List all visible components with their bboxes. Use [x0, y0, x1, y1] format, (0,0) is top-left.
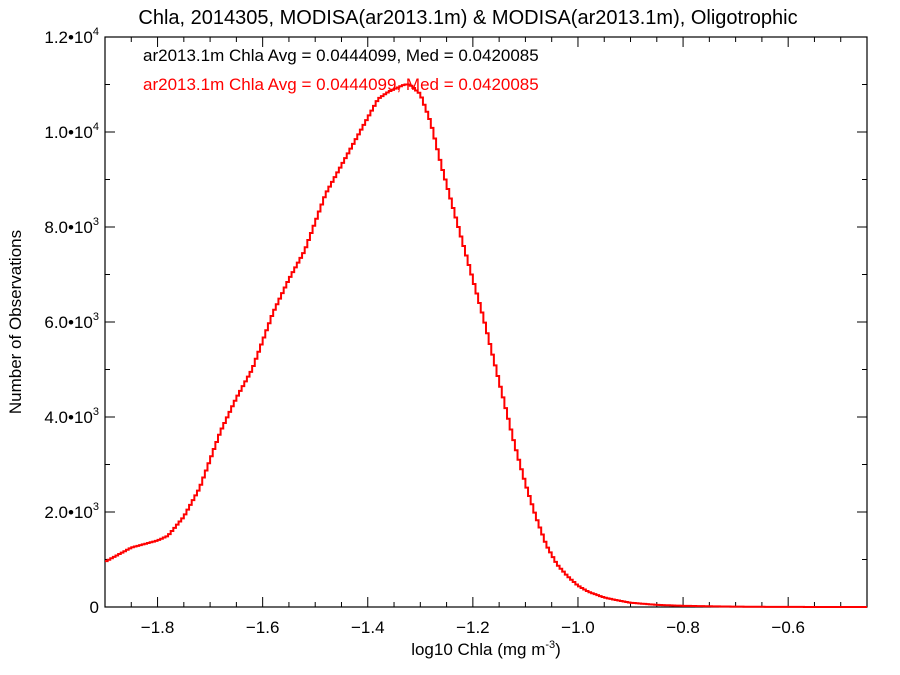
y-tick-label: 1.0•104 — [44, 121, 99, 142]
y-axis-label: Number of Observations — [6, 230, 25, 414]
y-tick-mantissa: 8.0•10 — [44, 218, 93, 237]
y-tick-label: 1.2•104 — [44, 26, 99, 47]
x-axis-label-sup: -3 — [545, 639, 555, 651]
x-axis-label-close: ) — [555, 640, 561, 659]
y-tick-exponent: 3 — [93, 216, 99, 228]
y-tick-label: 2.0•103 — [44, 501, 99, 522]
x-tick-label: −1.4 — [351, 618, 385, 637]
y-tick-mantissa: 4.0•10 — [44, 408, 93, 427]
y-axis: 02.0•1034.0•1036.0•1038.0•1031.0•1041.2•… — [44, 26, 867, 617]
x-tick-label: −1.6 — [246, 618, 280, 637]
y-tick-label: 4.0•103 — [44, 406, 99, 427]
y-tick-mantissa: 1.2•10 — [44, 28, 93, 47]
y-tick-label: 8.0•103 — [44, 216, 99, 237]
x-tick-label: −1.0 — [561, 618, 595, 637]
y-tick-exponent: 3 — [93, 311, 99, 323]
y-tick-exponent: 3 — [93, 501, 99, 513]
y-tick-mantissa: 0 — [90, 598, 99, 617]
y-tick-mantissa: 1.0•10 — [44, 123, 93, 142]
y-tick-exponent: 4 — [93, 121, 99, 133]
annotation-text: ar2013.1m Chla Avg = 0.0444099, Med = 0.… — [143, 46, 539, 65]
y-tick-exponent: 4 — [93, 26, 99, 38]
series-line — [105, 83, 867, 608]
x-tick-label: −1.8 — [141, 618, 175, 637]
annotation-text: ar2013.1m Chla Avg = 0.0444099, Med = 0.… — [143, 75, 539, 94]
x-tick-label: −0.8 — [666, 618, 700, 637]
x-tick-label: −1.2 — [456, 618, 490, 637]
y-tick-label: 0 — [90, 598, 99, 617]
x-axis: −1.8 −1.6 −1.4 −1.2 −1.0 −0.8 −0.6 — [104, 37, 868, 637]
x-tick-label: −0.6 — [771, 618, 805, 637]
chart-title: Chla, 2014305, MODISA(ar2013.1m) & MODIS… — [138, 7, 797, 29]
y-tick-exponent: 3 — [93, 406, 99, 418]
x-axis-label-main: log10 Chla (mg m — [411, 640, 545, 659]
x-axis-label: log10 Chla (mg m-3) — [411, 639, 561, 659]
y-tick-label: 6.0•103 — [44, 311, 99, 332]
y-tick-mantissa: 2.0•10 — [44, 503, 93, 522]
y-tick-mantissa: 6.0•10 — [44, 313, 93, 332]
annotation-group: ar2013.1m Chla Avg = 0.0444099, Med = 0.… — [143, 46, 539, 94]
